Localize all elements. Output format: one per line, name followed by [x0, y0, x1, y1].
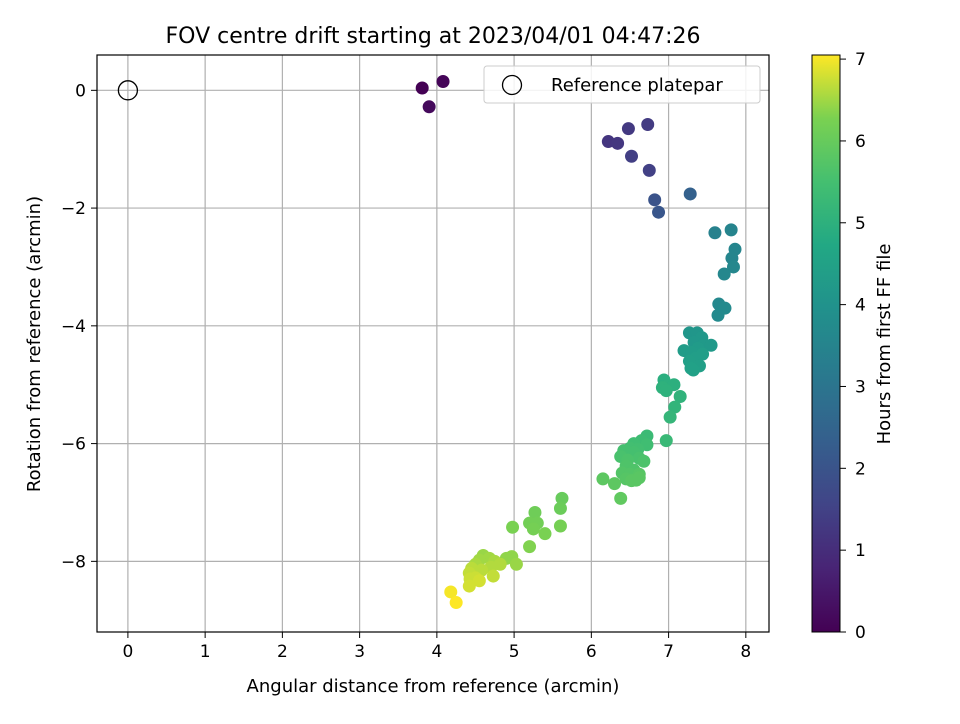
- axis-ticks: 0 1 2 3 4 5 6 7 8 0 −2 −4 −6 −8: [61, 81, 751, 662]
- data-point: [724, 223, 738, 237]
- data-point: [648, 193, 662, 207]
- data-point: [596, 472, 610, 486]
- data-point: [717, 267, 731, 281]
- data-point: [555, 491, 569, 505]
- data-point: [553, 501, 567, 515]
- data-point: [538, 527, 552, 541]
- data-point: [436, 74, 450, 88]
- x-tick-label: 4: [431, 642, 442, 662]
- chart-title: FOV centre drift starting at 2023/04/01 …: [166, 24, 701, 49]
- y-axis-label: Rotation from reference (arcmin): [24, 196, 45, 492]
- colorbar-tick-label: 0: [855, 623, 866, 643]
- reference-platepar-point: [117, 80, 139, 101]
- legend-box: [483, 65, 761, 104]
- data-point: [415, 81, 429, 95]
- data-point: [611, 136, 625, 150]
- colorbar-tick-label: 1: [855, 541, 866, 561]
- data-point: [711, 308, 725, 322]
- legend-marker-icon: [501, 74, 523, 96]
- data-point: [462, 579, 476, 593]
- x-tick-label: 8: [740, 642, 751, 662]
- data-point: [526, 522, 540, 536]
- y-tick-label: −4: [61, 317, 86, 337]
- data-point: [449, 596, 463, 610]
- data-point: [523, 540, 537, 554]
- data-point: [659, 384, 673, 398]
- data-point: [726, 260, 740, 274]
- data-point: [668, 400, 682, 414]
- data-point: [422, 100, 436, 114]
- data-point: [632, 471, 646, 485]
- y-tick-label: −6: [61, 435, 86, 455]
- colorbar-tick-label: 7: [855, 50, 866, 70]
- colorbar-label: Hours from first FF file: [874, 244, 895, 445]
- data-point: [506, 520, 520, 534]
- data-point: [704, 338, 718, 352]
- data-point: [642, 163, 656, 177]
- y-tick-label: −8: [61, 552, 86, 572]
- data-point: [659, 434, 673, 448]
- data-point: [625, 149, 639, 163]
- legend-entry: Reference platepar: [551, 75, 723, 96]
- data-point: [637, 454, 651, 468]
- data-point: [621, 122, 635, 136]
- data-point: [608, 477, 622, 491]
- x-tick-label: 0: [122, 642, 133, 662]
- colorbar-tick-label: 6: [855, 132, 866, 152]
- colorbar-tick-label: 3: [855, 377, 866, 397]
- data-point: [684, 361, 698, 375]
- x-tick-label: 5: [509, 642, 520, 662]
- colorbar-gradient: [811, 54, 841, 633]
- data-point: [708, 226, 722, 240]
- colorbar-tick-label: 2: [855, 459, 866, 479]
- data-point: [663, 410, 677, 424]
- data-point: [673, 389, 687, 403]
- data-point: [509, 557, 523, 571]
- data-point: [444, 585, 458, 599]
- y-tick-label: −2: [61, 199, 86, 219]
- y-tick-label: 0: [75, 81, 86, 101]
- data-point: [641, 117, 655, 131]
- x-axis-label: Angular distance from reference (arcmin): [247, 676, 620, 697]
- colorbar-tick-label: 4: [855, 296, 866, 316]
- data-point: [652, 205, 666, 219]
- data-point: [614, 491, 628, 505]
- data-point: [472, 574, 486, 588]
- data-point: [528, 505, 542, 519]
- colorbar-ticks: 0 1 2 3 4 5 6 7: [840, 50, 866, 643]
- legend: Reference platepar: [483, 65, 761, 104]
- x-tick-label: 6: [586, 642, 597, 662]
- x-tick-label: 1: [200, 642, 211, 662]
- colorbar: 0 1 2 3 4 5 6 7 Hours from first FF file: [811, 50, 895, 643]
- x-tick-label: 7: [663, 642, 674, 662]
- data-point: [553, 519, 567, 533]
- colorbar-tick-label: 5: [855, 214, 866, 234]
- x-tick-label: 2: [277, 642, 288, 662]
- x-tick-label: 3: [354, 642, 365, 662]
- plot-frame: [96, 54, 770, 633]
- data-points: [117, 74, 742, 610]
- grid: [97, 55, 769, 632]
- data-point: [486, 569, 500, 583]
- data-point: [683, 187, 697, 201]
